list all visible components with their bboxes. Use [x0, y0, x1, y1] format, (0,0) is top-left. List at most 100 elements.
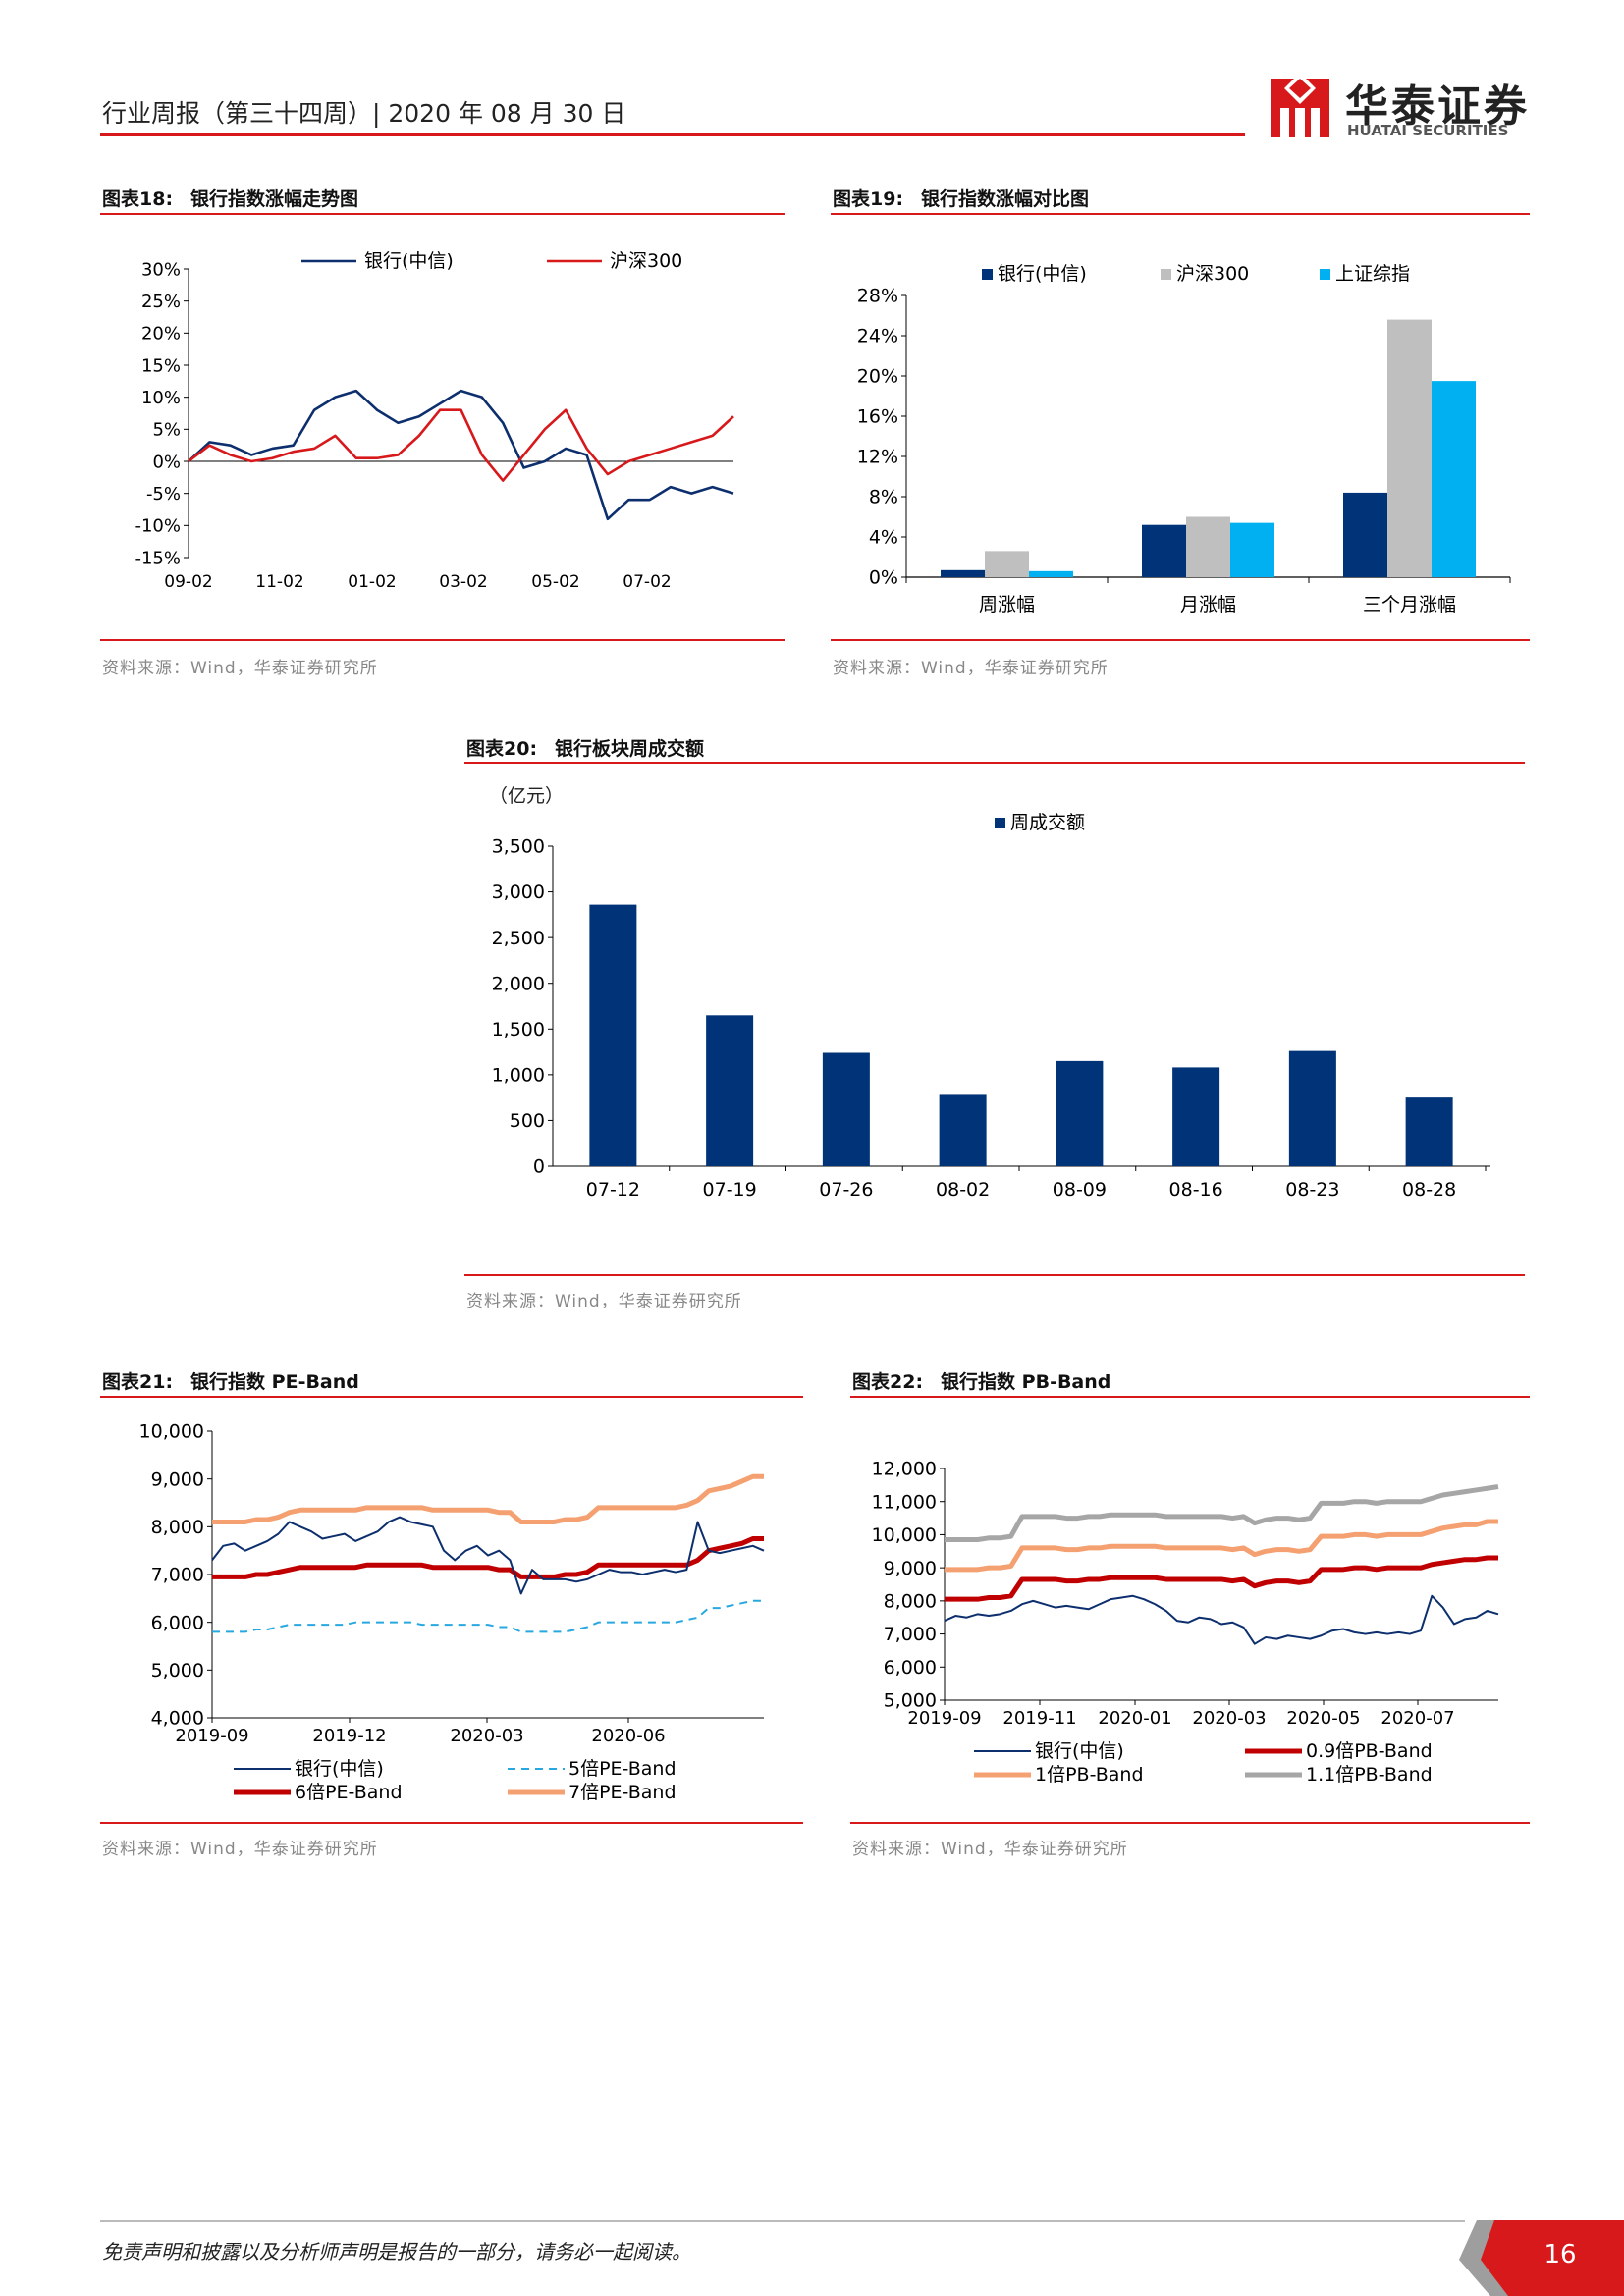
bar-weekly-turnover — [1288, 1050, 1336, 1166]
y-tick-label: 500 — [510, 1110, 545, 1132]
x-tick-label: 2019-09 — [175, 1726, 248, 1746]
y-tick-label: 28% — [857, 286, 898, 307]
bar-3 — [1230, 522, 1274, 577]
bar-3 — [1029, 570, 1073, 577]
figure-title: 银行板块周成交额 — [555, 738, 705, 760]
x-tick-label: 08-09 — [1053, 1179, 1107, 1201]
x-tick-label: 月涨幅 — [1180, 594, 1236, 615]
y-tick-label: 6,000 — [884, 1657, 937, 1679]
logo-english-name: HUATAI SECURITIES — [1347, 122, 1509, 139]
y-tick-label: 6,000 — [151, 1612, 204, 1633]
legend-swatch — [1161, 269, 1171, 280]
y-tick-label: 12,000 — [872, 1459, 937, 1480]
bar-3 — [1432, 381, 1476, 577]
figure-title: 银行指数涨幅走势图 — [190, 188, 359, 210]
x-tick-label: 07-19 — [703, 1179, 757, 1201]
y-tick-label: 15% — [141, 355, 181, 376]
y-tick-label: 0% — [152, 452, 181, 472]
report-header-title: 行业周报（第三十四周）| 2020 年 08 月 30 日 — [102, 99, 626, 128]
legend-label: 7倍PE-Band — [568, 1782, 677, 1803]
y-tick-label: 9,000 — [884, 1558, 937, 1579]
bar-weekly-turnover — [706, 1015, 754, 1166]
legend-label: 银行(中信) — [998, 263, 1087, 285]
figure-19-caption: 图表19: 银行指数涨幅对比图 — [833, 185, 1089, 211]
legend-label: 周成交额 — [1010, 812, 1085, 833]
figure-20-source: 资料来源：Wind，华泰证券研究所 — [466, 1292, 742, 1311]
y-tick-label: -5% — [146, 484, 181, 505]
bar-2 — [985, 551, 1029, 577]
figure-20-top-rule — [464, 762, 1525, 764]
band-line-1 — [211, 1516, 765, 1595]
band-line-4 — [945, 1484, 1499, 1542]
y-tick-label: 25% — [141, 292, 181, 312]
y-tick-label: 10,000 — [139, 1421, 204, 1443]
figure-number: 图表19: — [833, 188, 904, 210]
y-tick-label: 11,000 — [872, 1491, 937, 1513]
x-tick-label: 01-02 — [348, 572, 396, 592]
bar-weekly-turnover — [1056, 1060, 1104, 1166]
y-tick-label: 8% — [869, 487, 898, 508]
y-tick-label: 5% — [152, 420, 181, 441]
figure-18-caption: 图表18: 银行指数涨幅走势图 — [102, 185, 358, 211]
band-line-2 — [212, 1599, 764, 1633]
bar-2 — [1387, 319, 1432, 577]
figure-19-bar-chart: 28% 24% 20% 16% 12% 8% 4% 0% 周涨幅 月涨幅 三个月涨幅 银行(中信) 沪深… — [857, 263, 1511, 615]
figure-18-top-rule — [100, 213, 785, 215]
band-line-2 — [945, 1555, 1498, 1602]
legend-swatch — [995, 818, 1005, 828]
figure-18-bottom-rule — [100, 639, 785, 641]
figure-number: 图表22: — [852, 1371, 924, 1393]
y-tick-label: -10% — [135, 516, 181, 537]
figure-20-bottom-rule — [464, 1274, 1525, 1276]
legend-label: 沪深300 — [1176, 263, 1249, 285]
series-line-1 — [188, 389, 734, 521]
figure-20-caption: 图表20: 银行板块周成交额 — [466, 734, 704, 761]
y-tick-label: 24% — [857, 326, 898, 347]
band-line-3 — [212, 1536, 764, 1579]
figure-title: 银行指数 PE-Band — [190, 1371, 359, 1393]
y-tick-label: 4,000 — [151, 1708, 204, 1730]
x-tick-label: 08-23 — [1285, 1179, 1339, 1201]
figure-18-source: 资料来源：Wind，华泰证券研究所 — [102, 659, 378, 678]
header-divider — [100, 133, 1245, 136]
y-tick-label: 3,500 — [492, 836, 545, 858]
y-tick-label: 10% — [141, 388, 181, 408]
legend-label: 银行(中信) — [364, 250, 454, 272]
footer-divider — [100, 2220, 1465, 2222]
logo-mark-icon — [1271, 73, 1329, 137]
x-tick-label: 08-16 — [1169, 1179, 1223, 1201]
bar-weekly-turnover — [1172, 1067, 1220, 1166]
legend-label: 银行(中信) — [295, 1758, 384, 1780]
y-tick-label: 20% — [857, 366, 898, 388]
x-tick-label: 09-02 — [164, 572, 212, 592]
figure-title: 银行指数涨幅对比图 — [921, 188, 1090, 210]
figure-21-pe-band-chart: 10,0009,0008,0007,0006,0005,0004,0002019… — [139, 1421, 765, 1803]
bar-weekly-turnover — [822, 1052, 870, 1166]
figure-title: 银行指数 PB-Band — [941, 1371, 1111, 1393]
x-tick-label: 08-02 — [936, 1179, 990, 1201]
y-tick-label: 7,000 — [884, 1624, 937, 1645]
legend-label: 上证综指 — [1335, 263, 1410, 285]
x-tick-label: 2020-01 — [1098, 1708, 1171, 1729]
y-tick-label: 9,000 — [151, 1468, 204, 1490]
figure-19-bottom-rule — [831, 639, 1530, 641]
legend-swatch — [982, 269, 993, 280]
figure-21-top-rule — [100, 1396, 803, 1398]
y-tick-label: 8,000 — [884, 1591, 937, 1613]
figure-22-caption: 图表22: 银行指数 PB-Band — [852, 1367, 1110, 1394]
y-tick-label: 5,000 — [884, 1690, 937, 1712]
figure-20-unit-label: （亿元） — [489, 785, 565, 807]
figure-22-bottom-rule — [850, 1822, 1530, 1824]
x-tick-label: 2020-07 — [1380, 1708, 1454, 1729]
x-tick-label: 三个月涨幅 — [1363, 594, 1456, 615]
x-tick-label: 07-26 — [819, 1179, 873, 1201]
figure-18-line-chart: 30% 25% 20% 15% 10% 5% 0% -5% -10% -15% 09-02 11-02… — [135, 250, 734, 592]
x-tick-label: 2020-06 — [591, 1726, 665, 1746]
legend-label: 1.1倍PB-Band — [1306, 1764, 1433, 1786]
logo-chinese-name: 华泰证券 — [1345, 81, 1530, 132]
y-tick-label: 1,500 — [492, 1019, 545, 1041]
x-tick-label: 03-02 — [439, 572, 487, 592]
figure-21-source: 资料来源：Wind，华泰证券研究所 — [102, 1840, 378, 1859]
y-tick-label: 0% — [869, 567, 898, 589]
legend-label: 0.9倍PB-Band — [1306, 1740, 1433, 1762]
